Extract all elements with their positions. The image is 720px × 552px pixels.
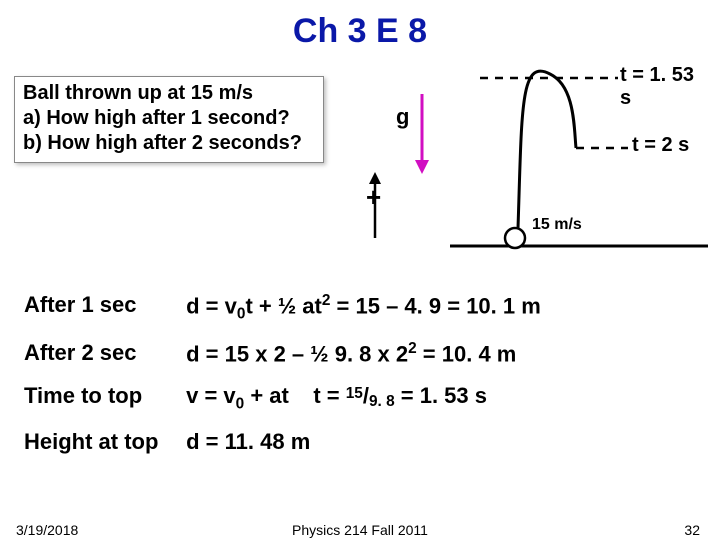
problem-line-1: Ball thrown up at 15 m/s	[23, 81, 315, 106]
calc-body-3: v = v0 + at t = 15/9. 8 = 1. 53 s	[186, 383, 487, 413]
calc-label-3: Time to top	[24, 383, 180, 409]
t1-label: t = 1. 53 s	[620, 64, 710, 110]
slide-title: Ch 3 E 8	[0, 12, 720, 51]
problem-line-2: a) How high after 1 second?	[23, 106, 315, 131]
t2-label: t = 2 s	[632, 134, 689, 157]
calc-row-1: After 1 sec d = v0t + ½ at2 = 15 – 4. 9 …	[24, 292, 541, 324]
calc-row-3: Time to top v = v0 + at t = 15/9. 8 = 1.…	[24, 383, 541, 413]
calc-label-2: After 2 sec	[24, 340, 180, 366]
ball-icon	[505, 228, 525, 248]
problem-box: Ball thrown up at 15 m/s a) How high aft…	[14, 76, 324, 163]
g-arrow-head	[415, 160, 429, 174]
calc-body-2: d = 15 x 2 – ½ 9. 8 x 22 = 10. 4 m	[186, 340, 516, 367]
g-label: g	[396, 104, 409, 130]
calculations: After 1 sec d = v0t + ½ at2 = 15 – 4. 9 …	[24, 292, 541, 471]
calc-body-4: d = 11. 48 m	[186, 429, 310, 455]
plus-label: +	[366, 182, 381, 213]
calc-label-4: Height at top	[24, 429, 180, 455]
footer-page: 32	[684, 522, 700, 538]
trajectory-diagram: g t = 1. 53 s t = 2 s 15 m/s +	[340, 68, 710, 260]
calc-label-1: After 1 sec	[24, 292, 180, 318]
calc-body-1: d = v0t + ½ at2 = 15 – 4. 9 = 10. 1 m	[186, 292, 541, 324]
trajectory-path	[518, 71, 576, 228]
calc-row-4: Height at top d = 11. 48 m	[24, 429, 541, 455]
problem-line-3: b) How high after 2 seconds?	[23, 131, 315, 156]
footer-center: Physics 214 Fall 2011	[0, 522, 720, 538]
calc-row-2: After 2 sec d = 15 x 2 – ½ 9. 8 x 22 = 1…	[24, 340, 541, 367]
speed-label: 15 m/s	[532, 216, 582, 234]
